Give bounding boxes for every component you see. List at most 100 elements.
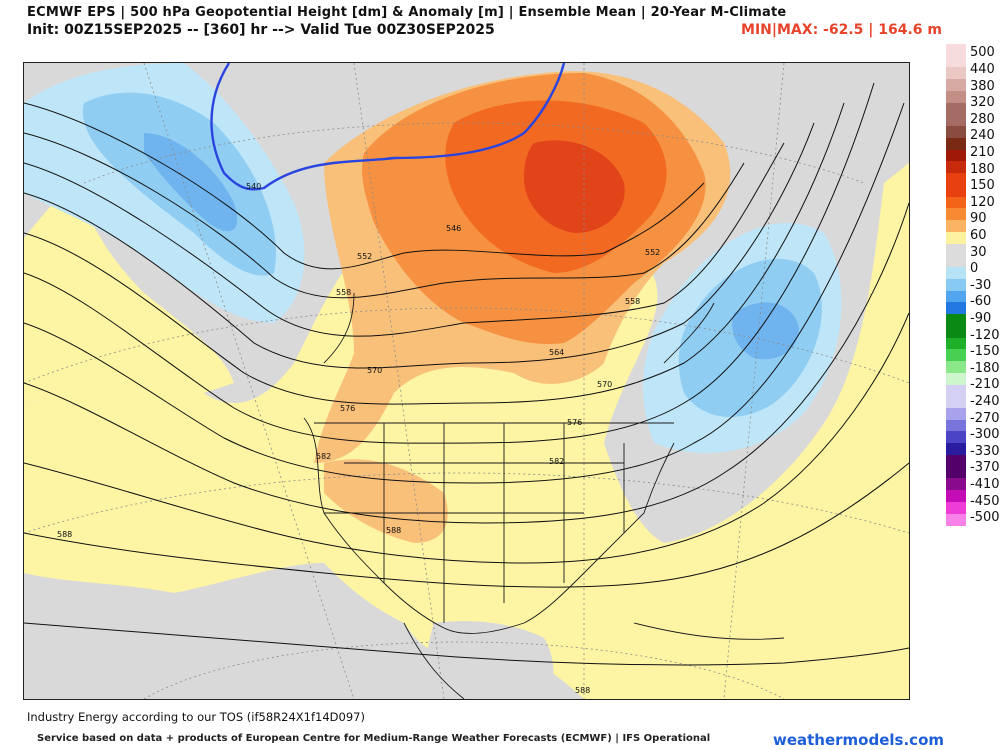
legend-label: -300: [970, 427, 1000, 443]
legend-swatch: [946, 114, 966, 127]
legend-swatch: [946, 431, 966, 444]
legend-label: 280: [970, 111, 995, 127]
legend-label: -210: [970, 377, 1000, 393]
legend-label: -30: [970, 277, 992, 293]
legend-swatch: [946, 126, 966, 139]
legend-label: -330: [970, 443, 1000, 459]
contour-label: 552: [645, 248, 660, 257]
legend-label: -120: [970, 327, 1000, 343]
legend-label: -450: [970, 493, 1000, 509]
contour-label: 570: [367, 366, 382, 375]
legend-swatch: [946, 361, 966, 374]
contour-label: 576: [567, 418, 582, 427]
graticule: [24, 63, 909, 699]
legend-label: -270: [970, 410, 1000, 426]
legend-swatch: [946, 302, 966, 315]
legend-swatch: [946, 384, 966, 397]
legend-swatch: [946, 255, 966, 268]
contour-label: 588: [386, 526, 401, 535]
legend-swatch: [946, 372, 966, 385]
legend-label: 150: [970, 178, 995, 194]
contour-label: 546: [446, 224, 461, 233]
anomaly-map[interactable]: 540 546 552 552 558 558 564 570 570 576 …: [23, 62, 910, 700]
legend-swatch: [946, 102, 966, 115]
legend-swatch: [946, 407, 966, 421]
anomaly-neg90-east: [732, 302, 799, 360]
legend-label: -150: [970, 344, 1000, 360]
legend-swatch: [946, 173, 966, 186]
legend-swatch: [946, 513, 966, 526]
contour-label: 552: [357, 252, 372, 261]
legend-swatch: [946, 466, 966, 479]
legend-label: -370: [970, 460, 1000, 476]
legend-label: -180: [970, 360, 1000, 376]
contour-label: 570: [597, 380, 612, 389]
legend-swatch: [946, 501, 966, 515]
legend-swatch: [946, 90, 966, 104]
contour-540-highlight: [210, 63, 566, 191]
pacific-neutral: [24, 583, 294, 699]
contour-label: 576: [340, 404, 355, 413]
legend-label: 440: [970, 61, 995, 77]
legend-swatch: [946, 454, 966, 468]
legend-swatch: [946, 349, 966, 362]
valid-time: Init: 00Z15SEP2025 -- [360] hr --> Valid…: [27, 22, 495, 38]
legend-swatch: [946, 231, 966, 245]
min-max-readout: MIN|MAX: -62.5 | 164.6 m: [741, 22, 942, 38]
legend-label: 380: [970, 78, 995, 94]
legend-swatch: [946, 337, 966, 350]
legend-label: 90: [970, 211, 987, 227]
legend-label: -60: [970, 294, 992, 310]
legend-swatch: [946, 149, 966, 162]
legend-swatch: [946, 220, 966, 233]
legend-swatch: [946, 208, 966, 221]
legend-swatch: [946, 137, 966, 151]
legend-swatch: [946, 325, 966, 339]
legend-swatch: [946, 243, 966, 256]
brand-link[interactable]: weathermodels.com: [772, 731, 944, 749]
legend-swatch: [946, 184, 966, 198]
anomaly-60-southwest: [324, 459, 448, 543]
contour-label: 582: [316, 452, 331, 461]
legend-label: -90: [970, 310, 992, 326]
legend-swatch: [946, 490, 966, 503]
legend-label: 320: [970, 95, 995, 111]
legend-label: 0: [970, 261, 979, 277]
legend-swatch: [946, 443, 966, 456]
tos-note: Industry Energy according to our TOS (if…: [27, 710, 365, 724]
anomaly-color-legend: 500 440 380 320 280 240 210 180 150 120 90 60 30 0 -30…: [946, 44, 1000, 526]
legend-label: -500: [970, 510, 1000, 526]
legend-swatch: [946, 396, 966, 409]
legend-label: 30: [970, 244, 987, 260]
legend-swatch: [946, 79, 966, 92]
gulf-neutral: [427, 621, 554, 699]
legend-label: 210: [970, 144, 995, 160]
legend-swatch: [946, 419, 966, 432]
land-borders: [303, 292, 785, 699]
anomaly-neg90-west: [144, 133, 238, 232]
legend-swatch: [946, 478, 966, 491]
legend-swatch: [946, 290, 966, 303]
legend-swatch: [946, 278, 966, 292]
height-contours: [24, 82, 909, 666]
contour-label: 558: [336, 288, 351, 297]
data-attribution: Service based on data + products of Euro…: [37, 733, 711, 744]
legend-swatch: [946, 44, 966, 57]
legend-swatch: [946, 55, 966, 68]
legend-label: 60: [970, 227, 987, 243]
legend-swatch: [946, 67, 966, 80]
legend-label: 120: [970, 194, 995, 210]
legend-swatch: [946, 314, 966, 327]
legend-label: 240: [970, 128, 995, 144]
legend-swatch: [946, 161, 966, 174]
contour-label: 588: [575, 686, 590, 695]
contour-label: 588: [57, 530, 72, 539]
legend-swatch: [946, 196, 966, 209]
contour-label: 540: [246, 182, 261, 191]
legend-label: 180: [970, 161, 995, 177]
contour-label: 564: [549, 348, 564, 357]
contour-label: 582: [549, 457, 564, 466]
chart-title: ECMWF EPS | 500 hPa Geopotential Height …: [27, 5, 787, 20]
legend-label: -240: [970, 393, 1000, 409]
legend-label: -410: [970, 476, 1000, 492]
